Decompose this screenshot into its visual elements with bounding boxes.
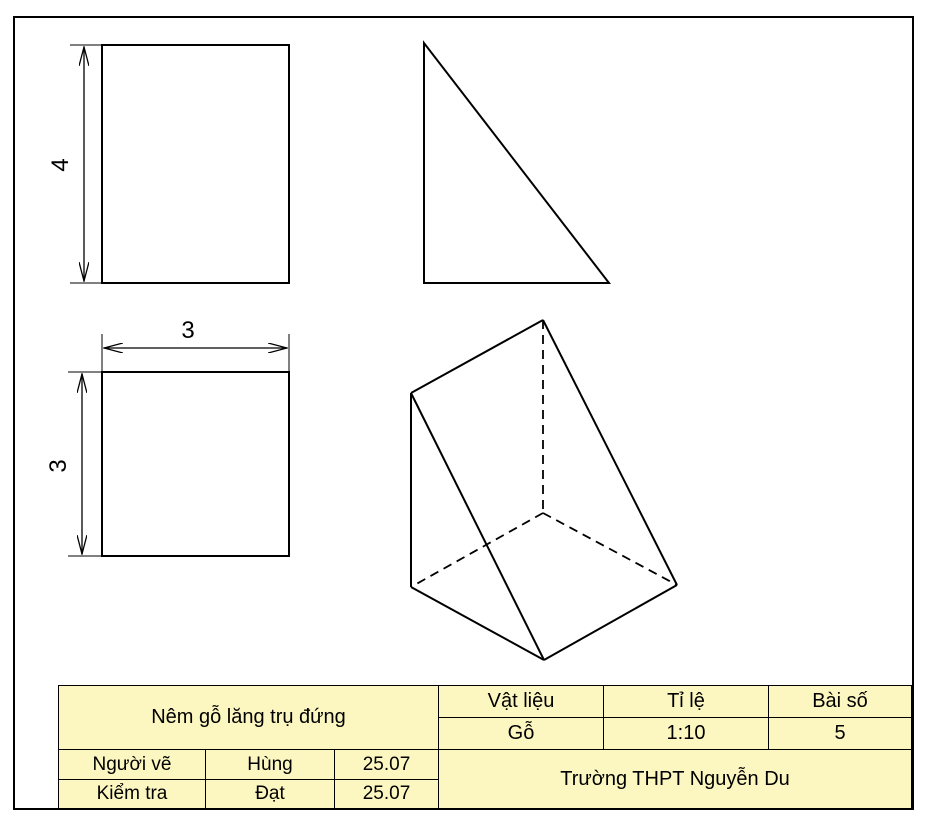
wedge-edge: [542, 319, 678, 586]
front-view-rectangle: [101, 44, 290, 284]
drawer-date-cell: 25.07: [334, 749, 439, 780]
wedge-hidden-edge: [542, 512, 678, 586]
exercise-label-cell: Bài số: [768, 685, 912, 718]
top-view-width-dimension-label: 3: [181, 317, 194, 344]
front-view-height-dimension-label: 4: [47, 158, 74, 171]
checker-name-cell: Đạt: [205, 779, 335, 809]
wedge-edge: [410, 586, 545, 661]
title-block: Nêm gỗ lăng trụ đứng Vật liệu Tỉ lệ Bài …: [58, 685, 912, 809]
wedge-hidden-edge: [410, 512, 544, 588]
top-view-rectangle: [101, 371, 290, 557]
scale-label-cell: Tỉ lệ: [603, 685, 769, 718]
drawing-frame: [13, 16, 914, 810]
wedge-edge: [543, 584, 678, 661]
school-name-cell: Trường THPT Nguyễn Du: [438, 749, 912, 809]
product-name-cell: Nêm gỗ lăng trụ đứng: [58, 685, 439, 750]
drawer-label-cell: Người vẽ: [58, 749, 206, 780]
material-label-cell: Vật liệu: [438, 685, 604, 718]
drawer-name-cell: Hùng: [205, 749, 335, 780]
exercise-value-cell: 5: [768, 717, 912, 750]
material-value-cell: Gỗ: [438, 717, 604, 750]
isometric-wedge: [410, 319, 678, 661]
wedge-edge: [410, 392, 545, 661]
checker-label-cell: Kiểm tra: [58, 779, 206, 809]
wedge-edge: [410, 319, 544, 394]
scale-value-cell: 1:10: [603, 717, 769, 750]
side-view-triangle: [423, 40, 612, 284]
top-view-height-dimension-label: 3: [45, 459, 72, 472]
checker-date-cell: 25.07: [334, 779, 439, 809]
